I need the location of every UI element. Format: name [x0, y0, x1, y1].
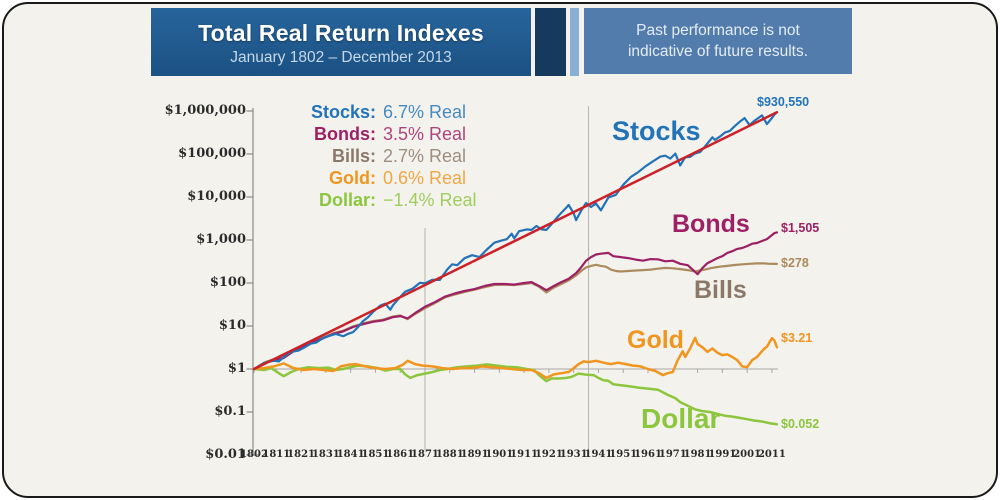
legend-value: 3.5% Real — [383, 124, 467, 144]
legend-label: Gold: — [329, 168, 376, 188]
y-axis-label: $100,000 — [178, 146, 246, 161]
title-box: Total Real Return Indexes January 1802 –… — [151, 8, 531, 76]
x-axis-label: 1931 — [559, 449, 588, 460]
disclaimer-box: Past performance is not indicative of fu… — [584, 8, 852, 74]
legend-label: Bonds: — [314, 124, 376, 144]
x-axis-label: 1901 — [485, 449, 514, 460]
x-axis-label: 1951 — [609, 449, 638, 460]
y-axis-label: $0.1 — [214, 404, 246, 419]
y-axis-label: $100 — [209, 275, 246, 290]
series-label-dollar: Dollar — [641, 403, 721, 434]
light-accent-stripe — [570, 8, 579, 76]
legend-item-bonds: Bonds: 3.5% Real — [286, 123, 477, 145]
y-axis-label: $1 — [227, 361, 246, 376]
x-axis-label: 1851 — [361, 449, 390, 460]
x-axis-label: 1941 — [584, 449, 613, 460]
x-axis-label: 1911 — [510, 449, 539, 460]
legend-item-gold: Gold: 0.6% Real — [286, 167, 477, 189]
legend-value: −1.4% Real — [383, 190, 477, 210]
y-axis-label: $0.01 — [205, 447, 246, 462]
x-axis-label: 1871 — [411, 449, 439, 460]
end-value-bills: $278 — [781, 256, 809, 270]
series-label-bonds: Bonds — [672, 210, 750, 238]
x-axis-label: 1981 — [683, 449, 712, 460]
x-axis-label: 1821 — [287, 449, 315, 460]
x-axis-label: 1841 — [336, 449, 365, 460]
legend-label: Bills: — [331, 146, 376, 166]
y-axis-label: $1,000 — [196, 232, 246, 247]
y-axis-label: $10 — [218, 318, 246, 333]
series-line-gold — [252, 336, 779, 380]
x-axis-label: 2001 — [733, 449, 762, 460]
end-value-bonds: $1,505 — [781, 221, 820, 235]
page-title: Total Real Return Indexes — [198, 20, 484, 46]
legend-value: 6.7% Real — [383, 102, 467, 122]
legend-item-dollar: Dollar: −1.4% Real — [286, 189, 477, 211]
page-subtitle: January 1802 – December 2013 — [230, 49, 452, 66]
series-label-gold: Gold — [627, 326, 684, 354]
legend-label: Dollar: — [318, 190, 376, 210]
series-line-bonds — [252, 231, 779, 371]
series-line-stocks-trend — [252, 111, 779, 371]
x-axis-label: 1881 — [435, 449, 464, 460]
end-value-stocks: $930,550 — [757, 95, 810, 109]
y-axis-label: $1,000,000 — [164, 103, 246, 118]
navy-accent-stripe — [535, 8, 566, 76]
legend-label: Stocks: — [310, 102, 376, 122]
x-axis-label: 1861 — [386, 449, 415, 460]
x-axis-label: 1802 — [240, 449, 268, 460]
legend: Stocks: 6.7% Real Bonds: 3.5% Real Bills: 2.7… — [286, 101, 477, 211]
x-axis-label: 1831 — [311, 449, 340, 460]
legend-value: 2.7% Real — [383, 146, 467, 166]
x-axis-label: 1961 — [634, 449, 662, 460]
x-axis-label: 1991 — [708, 449, 737, 460]
series-label-stocks: Stocks — [612, 116, 701, 146]
end-value-dollar: $0.052 — [781, 417, 820, 431]
x-axis-label: 1921 — [534, 449, 563, 460]
x-axis-label: 1971 — [658, 449, 687, 460]
x-axis-label: 1811 — [262, 449, 291, 460]
legend-item-bills: Bills: 2.7% Real — [286, 145, 477, 167]
end-value-gold: $3.21 — [781, 331, 813, 345]
legend-item-stocks: Stocks: 6.7% Real — [286, 101, 477, 123]
disclaimer-text: Past performance is not indicative of fu… — [627, 22, 809, 60]
x-axis-label: 2011 — [757, 449, 786, 460]
y-axis-label: $10,000 — [187, 189, 246, 204]
series-label-bills: Bills — [694, 276, 747, 304]
legend-value: 0.6% Real — [383, 168, 467, 188]
x-axis-label: 1891 — [460, 449, 489, 460]
